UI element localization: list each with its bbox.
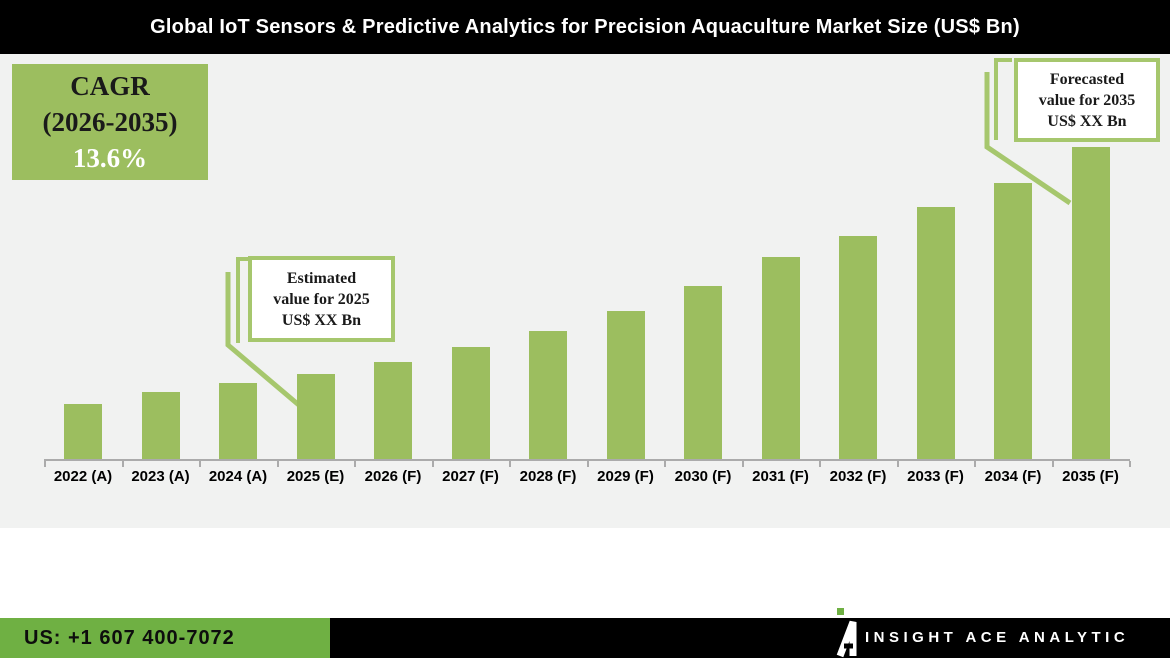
forecasted-callout-box: Forecasted value for 2035 US$ XX Bn bbox=[1014, 58, 1160, 142]
axis-tick bbox=[741, 461, 744, 467]
bar-2033 bbox=[916, 207, 955, 460]
x-axis-label: 2033 (F) bbox=[907, 468, 964, 485]
estimated-line3: US$ XX Bn bbox=[281, 311, 362, 329]
x-axis-label: 2032 (F) bbox=[829, 468, 887, 485]
estimated-line2: value for 2025 bbox=[273, 290, 370, 308]
forecasted-line3: US$ XX Bn bbox=[1047, 112, 1127, 130]
axis-tick bbox=[819, 461, 821, 467]
x-axis-label: 2024 (A) bbox=[208, 468, 268, 485]
bar-2022 bbox=[64, 404, 102, 460]
x-axis-label: 2026 (F) bbox=[364, 468, 422, 485]
x-axis-label: 2028 (F) bbox=[519, 468, 577, 485]
bar-2032 bbox=[839, 236, 877, 460]
x-axis-line bbox=[44, 459, 1130, 461]
cagr-range: (2026-2035) bbox=[42, 107, 178, 137]
axis-tick bbox=[44, 461, 46, 467]
axis-tick bbox=[276, 461, 279, 467]
axis-tick bbox=[199, 461, 201, 467]
x-axis-label: 2029 (F) bbox=[597, 468, 654, 485]
axis-tick bbox=[664, 461, 666, 467]
x-axis-label: 2034 (F) bbox=[984, 468, 1042, 485]
bar-2028 bbox=[529, 331, 567, 460]
axis-tick bbox=[896, 461, 899, 467]
x-axis-label: 2035 (F) bbox=[1062, 468, 1119, 485]
phone-number: US: +1 607 400-7072 bbox=[24, 627, 235, 649]
axis-tick bbox=[1129, 461, 1131, 467]
axis-tick bbox=[354, 461, 356, 467]
x-axis-label: 2025 (E) bbox=[286, 468, 345, 485]
axis-tick bbox=[1051, 461, 1054, 467]
phone-box: US: +1 607 400-7072 bbox=[0, 618, 330, 658]
estimated-line1: Estimated bbox=[286, 269, 357, 287]
bar-2035 bbox=[1071, 147, 1110, 460]
forecasted-line1: Forecasted bbox=[1049, 70, 1125, 88]
x-axis-label: 2027 (F) bbox=[442, 468, 499, 485]
bar-2029 bbox=[606, 311, 645, 460]
bar-2027 bbox=[451, 347, 490, 460]
title-bar: Global IoT Sensors & Predictive Analytic… bbox=[0, 0, 1170, 54]
x-axis-label: 2031 (F) bbox=[752, 468, 809, 485]
axis-tick bbox=[121, 461, 124, 467]
cagr-box: CAGR (2026-2035) 13.6% bbox=[12, 64, 208, 180]
x-axis-label: 2022 (A) bbox=[53, 468, 113, 485]
insight-ace-logo-icon bbox=[836, 608, 857, 658]
forecasted-line2: value for 2035 bbox=[1038, 91, 1136, 109]
axis-tick bbox=[509, 461, 511, 467]
bar-2023 bbox=[141, 392, 180, 460]
brand-name: INSIGHT ACE ANALYTIC bbox=[865, 629, 1130, 646]
x-axis-label: 2030 (F) bbox=[674, 468, 732, 485]
footer-bar: US: +1 607 400-7072 INSIGHT ACE ANALYTIC bbox=[0, 608, 1170, 658]
bar-2024 bbox=[219, 383, 257, 460]
axis-tick bbox=[974, 461, 976, 467]
estimated-callout-box: Estimated value for 2025 US$ XX Bn bbox=[248, 256, 395, 342]
bar-2025 bbox=[296, 374, 335, 460]
bar-2026 bbox=[374, 362, 412, 460]
cagr-title: CAGR bbox=[70, 71, 150, 101]
bar-2031 bbox=[761, 257, 800, 460]
x-axis-label: 2023 (A) bbox=[131, 468, 190, 485]
cagr-value: 13.6% bbox=[72, 143, 148, 173]
contributors-strip: Market Contributors: AKVA GROUP™ S INNOV… bbox=[0, 528, 1170, 618]
bar-2034 bbox=[994, 183, 1032, 460]
axis-tick bbox=[586, 461, 589, 467]
axis-tick bbox=[431, 461, 434, 467]
page-title: Global IoT Sensors & Predictive Analytic… bbox=[150, 16, 1020, 38]
bar-2030 bbox=[684, 286, 722, 460]
